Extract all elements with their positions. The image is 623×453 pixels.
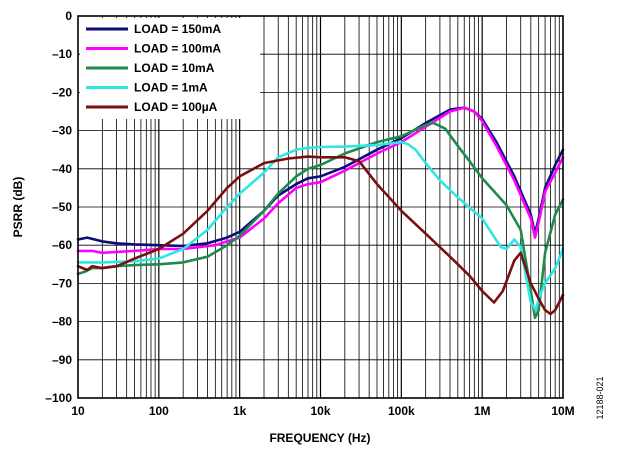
legend-label: LOAD = 1mA: [134, 81, 208, 95]
x-tick-label: 10k: [310, 404, 330, 418]
x-tick-label: 10: [71, 404, 85, 418]
y-tick-label: –70: [52, 276, 72, 290]
series-line-5: [76, 155, 565, 316]
x-tick-label: 1k: [233, 404, 247, 418]
x-tick-label: 1M: [474, 404, 491, 418]
series-line-4: [76, 140, 565, 312]
x-axis-title: FREQUENCY (Hz): [269, 431, 370, 445]
y-tick-label: –90: [52, 353, 72, 367]
y-tick-label: –40: [52, 162, 72, 176]
y-tick-label: –60: [52, 238, 72, 252]
y-tick-label: –100: [45, 391, 72, 405]
tick-labels: 10 100 1k 10k 100k 1M 10M 0 –10 –20 –30 –40 –50 –60 –7…: [45, 9, 574, 418]
x-tick-label: 100: [149, 404, 169, 418]
legend-label: LOAD = 10mA: [134, 61, 215, 75]
plot-border: [77, 15, 564, 399]
legend: LOAD = 150mA LOAD = 100mA LOAD = 10mA LOAD …: [80, 18, 260, 119]
y-tick-label: –20: [52, 85, 72, 99]
y-tick-label: –30: [52, 124, 72, 138]
y-tick-label: 0: [65, 9, 72, 23]
data-series: [76, 106, 565, 320]
x-tick-label: 100k: [388, 404, 415, 418]
y-axis-title: PSRR (dB): [11, 177, 25, 238]
y-tick-label: –10: [52, 47, 72, 61]
figure-id: 12188-021: [595, 376, 605, 419]
legend-label: LOAD = 150mA: [134, 22, 221, 36]
legend-label: LOAD = 100mA: [134, 42, 221, 56]
y-tick-label: –50: [52, 200, 72, 214]
x-tick-label: 10M: [551, 404, 574, 418]
legend-label: LOAD = 100µA: [134, 100, 218, 114]
series-line-1: [76, 106, 565, 248]
y-tick-label: –80: [52, 315, 72, 329]
